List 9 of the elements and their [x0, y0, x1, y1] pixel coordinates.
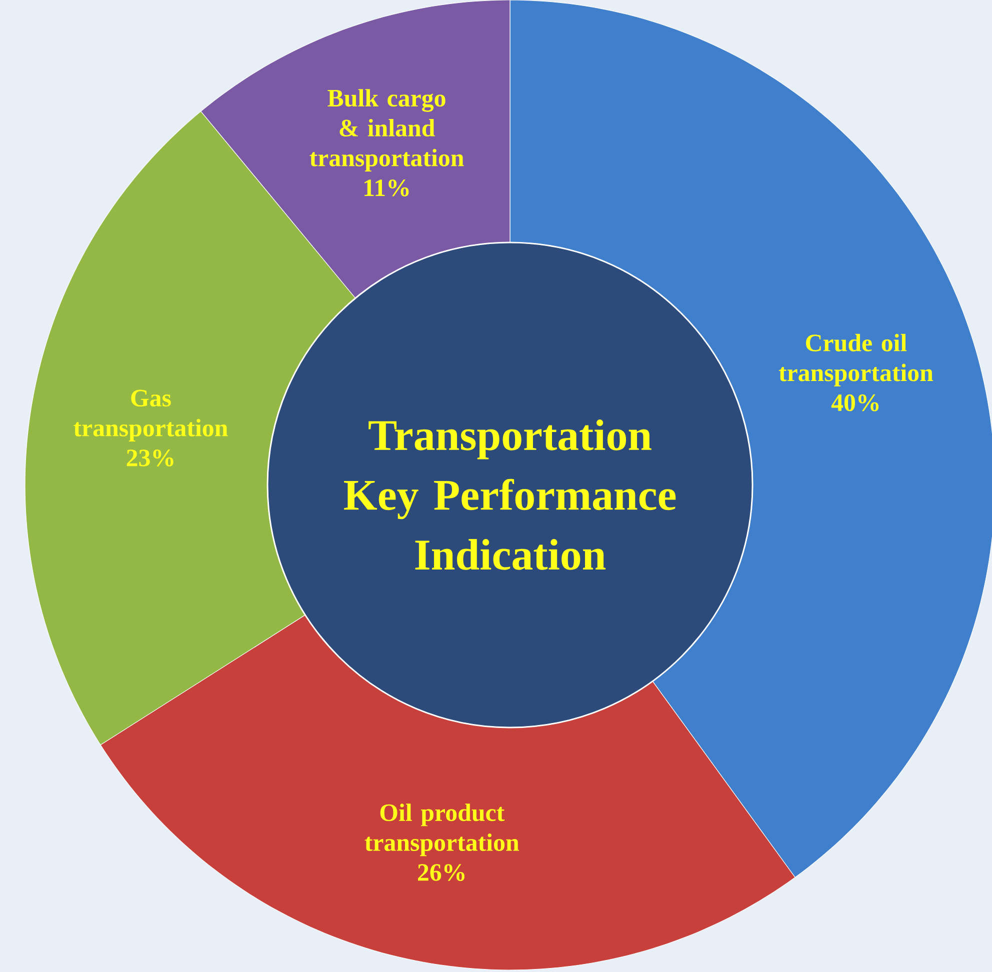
data-label: 11%	[364, 179, 409, 196]
data-label: 40%	[831, 394, 879, 412]
slice-label: Crude oil transportation	[778, 334, 934, 386]
data-label: 26%	[418, 864, 464, 881]
data-label: 23%	[126, 450, 174, 466]
text: Transportation Key Performance Indication	[344, 420, 676, 570]
slice-label: Gas transportation	[74, 390, 228, 442]
slice-label: Bulk cargo & inland transportation	[310, 89, 464, 172]
slice-label: Oil product transportation	[364, 804, 519, 856]
